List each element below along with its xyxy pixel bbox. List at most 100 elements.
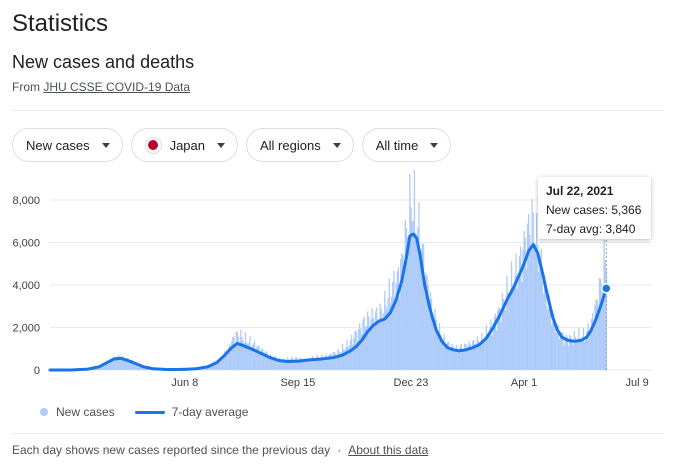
metric-dropdown-label: New cases: [26, 137, 90, 153]
case-bar: [307, 357, 309, 370]
case-bar: [586, 331, 588, 370]
case-bar: [593, 328, 595, 370]
case-bar: [347, 347, 349, 370]
case-bar: [570, 336, 572, 370]
case-bar: [393, 270, 395, 370]
case-bar: [445, 346, 448, 370]
case-bar: [590, 318, 593, 370]
case-bar: [545, 281, 547, 370]
case-bar: [566, 337, 569, 370]
case-bar: [461, 350, 464, 370]
case-bar: [462, 348, 465, 370]
case-bar: [524, 238, 526, 370]
case-bar: [227, 348, 229, 370]
case-bar: [502, 298, 505, 370]
case-bar: [536, 212, 538, 370]
case-bar: [132, 363, 135, 370]
case-bar: [104, 366, 106, 370]
case-bar: [561, 332, 563, 370]
case-bar: [125, 358, 128, 370]
case-bar: [346, 339, 348, 370]
case-bar: [245, 342, 248, 370]
case-bar: [113, 356, 115, 370]
case-bar: [312, 355, 314, 370]
case-bar: [420, 249, 422, 370]
case-bar: [349, 339, 352, 370]
case-bar: [509, 292, 512, 370]
case-bar: [500, 322, 502, 370]
case-bar: [127, 357, 129, 370]
case-bar: [271, 356, 273, 370]
case-bar: [268, 357, 271, 370]
case-bar: [528, 213, 530, 370]
case-bar: [408, 247, 410, 370]
caret-down-icon: [217, 142, 225, 148]
case-bar: [366, 311, 369, 370]
case-bar: [117, 355, 120, 370]
case-bar: [239, 343, 241, 370]
source-prefix: From: [12, 80, 40, 94]
case-bar: [374, 311, 377, 370]
case-bar: [224, 350, 226, 370]
case-bar: [221, 358, 224, 370]
case-bar: [277, 358, 280, 370]
case-bar: [569, 334, 571, 370]
case-bar: [473, 340, 475, 370]
about-data-link[interactable]: About this data: [348, 443, 429, 457]
case-bar: [474, 344, 476, 370]
case-bar: [452, 346, 454, 370]
case-bar: [493, 316, 496, 370]
case-bar: [544, 275, 546, 370]
case-bar: [212, 364, 215, 370]
case-bar: [506, 276, 508, 370]
metric-dropdown[interactable]: New cases: [12, 128, 123, 162]
case-bar: [370, 319, 372, 370]
case-bar: [292, 359, 295, 370]
case-bar: [481, 333, 483, 370]
case-bar: [226, 352, 228, 370]
case-bar: [435, 319, 437, 370]
cases-chart[interactable]: 0 2,000 4,000 6,000 8,000 Jun 8 Sep 15 Dec 23 Ap…: [0, 170, 674, 395]
case-bar: [287, 357, 289, 370]
case-bar: [476, 336, 478, 370]
region-dropdown[interactable]: All regions: [246, 128, 354, 162]
case-bar: [554, 328, 556, 370]
case-bar: [135, 361, 137, 370]
case-bar: [472, 340, 474, 370]
case-bar: [289, 360, 291, 370]
case-bar: [508, 296, 510, 370]
period-dropdown[interactable]: All time: [361, 128, 452, 162]
country-dropdown[interactable]: Japan: [130, 128, 238, 162]
case-bar: [350, 334, 353, 370]
case-bar: [250, 347, 252, 370]
case-bar: [264, 356, 266, 370]
y-tick-label: 4,000: [12, 280, 40, 292]
case-bar: [324, 355, 326, 370]
source-link[interactable]: JHU CSSE COVID-19 Data: [43, 80, 191, 94]
footer: Each day shows new cases reported since …: [12, 443, 428, 457]
case-bar: [267, 356, 269, 370]
case-bar: [101, 365, 104, 370]
case-bar: [316, 355, 319, 370]
case-bar: [510, 260, 513, 370]
case-bar: [560, 336, 562, 370]
case-bar: [576, 340, 578, 370]
case-bar: [382, 313, 385, 370]
case-bar: [363, 316, 365, 370]
case-bar: [483, 340, 485, 370]
case-bar: [130, 359, 132, 370]
case-bar: [296, 356, 298, 370]
case-bar: [314, 359, 316, 370]
case-bar: [428, 313, 430, 370]
case-bar: [100, 365, 103, 370]
case-bar: [322, 359, 324, 370]
case-bar: [572, 344, 574, 370]
case-bar: [372, 317, 374, 370]
case-bar: [426, 275, 428, 370]
case-bar: [496, 330, 498, 370]
case-bar: [140, 365, 143, 370]
case-bar: [555, 332, 557, 370]
case-bar: [497, 309, 499, 370]
case-bar: [449, 350, 451, 370]
case-bar: [417, 227, 419, 370]
